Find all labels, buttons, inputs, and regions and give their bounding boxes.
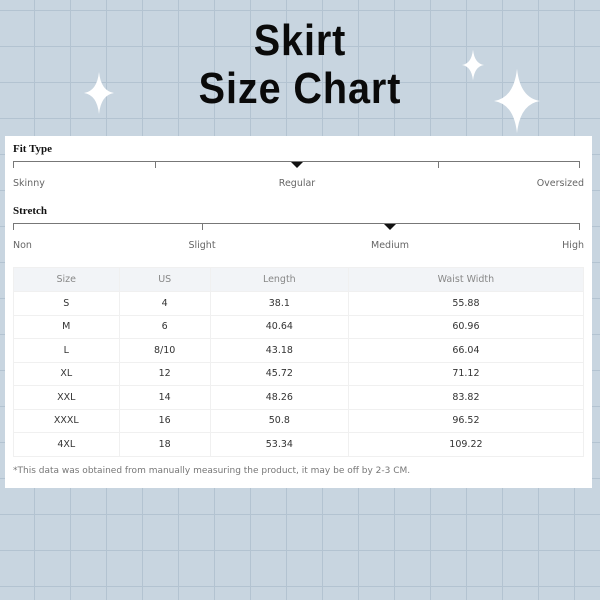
cell-waist-width: 66.04 — [347, 338, 585, 363]
stretch-scale — [13, 223, 580, 230]
measurement-note: *This data was obtained from manually me… — [13, 466, 411, 476]
header-size: Size — [13, 267, 120, 292]
fit-type-label: Fit Type — [13, 143, 53, 155]
cell-length: 45.72 — [209, 361, 349, 386]
fit-option-regular: Regular — [278, 178, 316, 189]
table-header-row: Size US Length Waist Width — [13, 267, 585, 292]
cell-size: XXL — [13, 385, 120, 410]
cell-size: XL — [13, 361, 120, 386]
cell-size: XXXL — [13, 408, 120, 433]
sparkle-icon — [494, 68, 540, 134]
cell-us: 6 — [118, 314, 211, 339]
sparkle-icon — [462, 49, 484, 81]
cell-size: M — [13, 314, 120, 339]
table-row: XXXL 16 50.8 96.52 — [13, 408, 585, 433]
table-row: XXL 14 48.26 83.82 — [13, 385, 585, 410]
cell-us: 12 — [118, 361, 211, 386]
cell-size: 4XL — [13, 432, 120, 457]
header-waist-width: Waist Width — [347, 267, 585, 292]
title-line-2: Size Chart — [198, 64, 402, 113]
size-table: Size US Length Waist Width S 4 38.1 55.88 M 6… — [13, 267, 585, 457]
fit-type-scale — [13, 161, 580, 168]
cell-length: 40.64 — [209, 314, 349, 339]
cell-waist-width: 109.22 — [347, 432, 585, 457]
cell-length: 53.34 — [209, 432, 349, 457]
cell-waist-width: 55.88 — [347, 291, 585, 316]
cell-length: 48.26 — [209, 385, 349, 410]
cell-us: 16 — [118, 408, 211, 433]
cell-size: L — [13, 338, 120, 363]
header-length: Length — [209, 267, 349, 292]
stretch-option-non: Non — [13, 240, 32, 251]
cell-us: 4 — [118, 291, 211, 316]
cell-waist-width: 71.12 — [347, 361, 585, 386]
fit-type-marker — [291, 162, 303, 168]
stretch-label: Stretch — [13, 205, 48, 217]
stretch-marker — [384, 224, 396, 230]
cell-size: S — [13, 291, 120, 316]
table-row: XL 12 45.72 71.12 — [13, 361, 585, 386]
cell-length: 38.1 — [209, 291, 349, 316]
cell-us: 18 — [118, 432, 211, 457]
stretch-option-slight: Slight — [188, 240, 216, 251]
cell-us: 8/10 — [118, 338, 211, 363]
table-row: 4XL 18 53.34 109.22 — [13, 432, 585, 457]
stretch-option-medium: Medium — [371, 240, 409, 251]
size-chart-card: Fit Type Skinny Regular Oversized Stretc… — [5, 136, 592, 488]
cell-waist-width: 96.52 — [347, 408, 585, 433]
title-line-1: Skirt — [253, 16, 347, 65]
table-row: M 6 40.64 60.96 — [13, 314, 585, 339]
cell-waist-width: 60.96 — [347, 314, 585, 339]
sparkle-icon — [84, 72, 114, 114]
fit-option-skinny: Skinny — [13, 178, 45, 189]
stretch-option-high: High — [562, 240, 584, 251]
fit-option-oversized: Oversized — [536, 178, 584, 189]
cell-us: 14 — [118, 385, 211, 410]
table-row: L 8/10 43.18 66.04 — [13, 338, 585, 363]
cell-length: 50.8 — [209, 408, 349, 433]
cell-length: 43.18 — [209, 338, 349, 363]
header-us: US — [118, 267, 211, 292]
cell-waist-width: 83.82 — [347, 385, 585, 410]
table-row: S 4 38.1 55.88 — [13, 291, 585, 316]
